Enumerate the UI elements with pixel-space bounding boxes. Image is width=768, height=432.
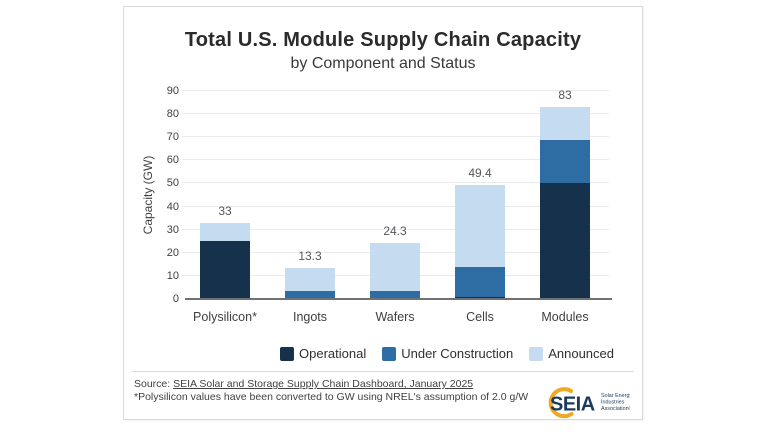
y-tick-label: 10 — [166, 269, 179, 282]
bar-polysilicon — [200, 222, 250, 299]
bar-segment-operational — [200, 241, 250, 299]
bar-modules — [540, 107, 590, 299]
chart-card: Total U.S. Module Supply Chain Capacity … — [123, 6, 643, 420]
legend-item-under-construction: Under Construction — [382, 346, 513, 361]
y-tick-label: 60 — [166, 154, 179, 167]
y-tick-label: 40 — [166, 200, 179, 213]
bar-segment-announced — [285, 268, 335, 292]
gridline — [182, 182, 609, 184]
bar-segment-under-construction — [370, 291, 420, 299]
bar-segment-under-construction — [540, 139, 590, 184]
x-tick-label: Modules — [541, 310, 589, 324]
announced-swatch-icon — [529, 346, 544, 361]
bar-segment-under-construction — [455, 266, 505, 297]
bar-total-label: 49.4 — [468, 165, 492, 180]
bar-total-label: 13.3 — [298, 249, 322, 264]
bar-segment-announced — [370, 242, 420, 292]
legend-item-operational: Operational — [280, 346, 366, 361]
source-prefix: Source: — [134, 378, 174, 390]
seia-wordmark: SEIA — [550, 394, 595, 416]
bar-total-label: 24.3 — [383, 223, 407, 238]
gridline — [182, 90, 609, 91]
source-link[interactable]: SEIA Solar and Storage Supply Chain Dash… — [173, 378, 474, 390]
seia-logo-graphic: SEIA Solar Energy Industries Association… — [548, 387, 633, 419]
footer-divider — [132, 371, 634, 372]
gridline — [182, 205, 609, 207]
bar-segment-announced — [200, 222, 250, 242]
x-tick-label: Ingots — [292, 310, 328, 324]
bar-segment-announced — [455, 184, 505, 267]
bar-cells — [455, 184, 505, 299]
y-tick-label: 90 — [166, 85, 179, 97]
bar-ingots — [285, 268, 335, 299]
x-tick-label: Cells — [466, 310, 494, 324]
seia-logo: SEIA Solar Energy Industries Association… — [538, 384, 633, 422]
y-tick-label: 0 — [172, 293, 179, 305]
gridline — [182, 228, 609, 230]
gridline — [182, 113, 609, 115]
y-tick-label: 80 — [166, 108, 179, 121]
legend-label: Announced — [548, 346, 614, 361]
y-tick-label: 20 — [166, 246, 179, 259]
legend-item-announced: Announced — [529, 346, 614, 361]
plot-area: 33 13.3 24.3 49.4 83 — [182, 88, 609, 299]
bar-total-label: 83 — [558, 88, 572, 103]
bar-segment-under-construction — [285, 291, 335, 299]
chart-subtitle: by Component and Status — [290, 55, 476, 72]
operational-swatch-icon — [280, 346, 294, 361]
y-tick-label: 70 — [166, 131, 179, 144]
gridline — [182, 159, 609, 161]
polysilicon-footnote: *Polysilicon values have been converted … — [134, 391, 529, 403]
bar-segment-operational — [455, 296, 505, 299]
y-tick-label: 30 — [166, 223, 179, 236]
under-construction-swatch-icon — [382, 346, 397, 361]
bar-segment-operational — [540, 183, 590, 299]
bar-wafers — [370, 242, 420, 299]
legend-label: Under Construction — [401, 346, 514, 361]
legend-label: Operational — [299, 346, 367, 361]
bar-segment-announced — [540, 107, 590, 140]
x-tick-label: Polysilicon* — [193, 310, 257, 324]
gridline — [182, 136, 609, 138]
seia-arc-icon — [548, 387, 574, 419]
y-tick-label: 50 — [166, 177, 179, 190]
legend: Operational Under Construction Announced — [280, 346, 614, 361]
x-tick-label: Wafers — [375, 310, 415, 324]
chart-title: Total U.S. Module Supply Chain Capacity — [184, 29, 582, 51]
bar-total-label: 33 — [218, 203, 232, 218]
source-note: Source: SEIA Solar and Storage Supply Ch… — [134, 378, 534, 404]
seia-tagline-line3: Association® — [601, 405, 630, 412]
seia-tagline-line2: Industries — [601, 400, 625, 406]
y-axis-labels: 0 10 20 30 40 50 60 70 80 90 — [124, 85, 179, 305]
x-axis-labels: Polysilicon* Ingots Wafers Cells Modules — [185, 310, 609, 328]
x-axis-line — [185, 298, 612, 300]
seia-tagline-line1: Solar Energy — [601, 393, 630, 399]
